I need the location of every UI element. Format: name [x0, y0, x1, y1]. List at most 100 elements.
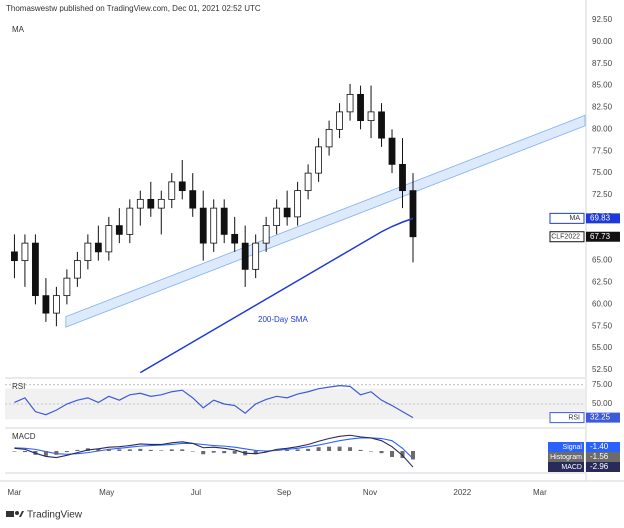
badge-name: Signal — [563, 444, 583, 451]
badge-value: -1.40 — [590, 442, 609, 451]
rsi-line — [14, 384, 414, 419]
histogram-bar — [379, 451, 384, 454]
histogram-bar — [222, 451, 227, 454]
histogram-bar — [316, 447, 321, 451]
badge-value: 67.73 — [590, 232, 611, 241]
y-tick-label: 75.00 — [592, 380, 613, 389]
histogram-bar — [22, 451, 27, 453]
histogram-bar — [138, 448, 143, 451]
y-tick-label: 87.50 — [592, 59, 613, 68]
value-badge: -1.56 — [586, 452, 620, 462]
histogram-bar — [369, 451, 374, 452]
histogram-bar — [285, 449, 290, 451]
candle-body — [11, 251, 18, 262]
badge-value: 69.83 — [590, 213, 611, 222]
histogram-bar — [295, 449, 300, 451]
badge-value-box — [586, 231, 620, 242]
histogram-bar — [274, 449, 279, 451]
histogram-bar — [64, 451, 69, 453]
candle-body — [304, 172, 312, 192]
badge-value: -2.96 — [590, 462, 609, 471]
brand-logo — [6, 511, 24, 517]
candle-body — [273, 207, 281, 227]
candle-body — [262, 225, 270, 244]
y-tick-label: 52.50 — [592, 365, 613, 374]
histogram-bar — [400, 451, 405, 459]
x-tick-label: May — [99, 488, 114, 497]
histogram-bar — [410, 451, 415, 460]
badge-value-box — [586, 412, 620, 423]
value-badge: RSI 32.25 — [549, 412, 620, 424]
badge-value-box — [586, 452, 620, 462]
histogram-bar — [54, 451, 59, 455]
brand: TradingView — [27, 510, 83, 521]
value-badge: -1.40 — [586, 442, 620, 452]
candle-body — [178, 181, 186, 192]
badge-name: MACD — [561, 464, 582, 471]
histogram-bar — [117, 449, 122, 451]
candle-body — [157, 198, 165, 209]
candle-body — [126, 207, 134, 235]
x-tick-label: Nov — [363, 488, 377, 497]
y-tick-label: 65.00 — [592, 256, 613, 265]
candle-body — [231, 233, 239, 244]
histogram-bar — [232, 451, 237, 454]
macd-line — [14, 434, 414, 468]
x-tick-label: Jul — [191, 488, 201, 497]
candle-body — [357, 93, 364, 122]
histogram-bar — [337, 446, 342, 451]
value-badge: -2.96 — [586, 462, 620, 472]
badge-name-box — [549, 412, 585, 424]
badge-value: 32.25 — [590, 413, 611, 422]
y-tick-label: 92.50 — [592, 15, 613, 24]
candle-body — [399, 163, 406, 192]
header: Thomaswestw published on TradingView.com… — [6, 4, 261, 13]
candle-body — [315, 146, 322, 174]
candle-body — [189, 190, 197, 209]
candle-body — [147, 198, 155, 209]
candle-body — [105, 225, 113, 253]
candle-body — [220, 207, 228, 235]
badge-name-box — [548, 462, 584, 472]
candle-body — [388, 137, 396, 165]
badge-name-box — [548, 442, 584, 452]
histogram-bar — [358, 449, 363, 451]
histogram-bar — [253, 451, 258, 455]
candle-body — [115, 225, 123, 235]
badge-name-box — [549, 231, 585, 243]
histogram-bar — [180, 449, 185, 451]
pane-title: MACD — [12, 432, 36, 441]
y-tick-label: 55.00 — [592, 343, 613, 352]
y-tick-label: 85.00 — [592, 81, 613, 90]
y-tick-label: 82.50 — [592, 103, 613, 112]
candle-body — [378, 111, 385, 139]
candle-body — [94, 242, 102, 253]
histogram-bar — [12, 451, 17, 452]
pane-title: RSI — [12, 382, 25, 391]
histogram-bar — [43, 451, 48, 456]
badge-name: Histogram — [550, 454, 582, 461]
x-tick-label: Mar — [8, 488, 22, 497]
y-tick-label: 62.50 — [592, 278, 613, 287]
candle-body — [294, 190, 302, 218]
x-tick-label: Mar — [533, 488, 547, 497]
histogram-bar — [327, 446, 332, 451]
candle-body — [52, 295, 60, 314]
candle-body — [168, 181, 176, 200]
candle-body — [409, 190, 417, 238]
candle-body — [252, 242, 260, 270]
candle-body — [325, 128, 333, 148]
histogram-bar — [190, 451, 195, 452]
histogram-bar — [348, 447, 353, 451]
annotation: 200-Day SMA — [258, 315, 308, 324]
histogram-bar — [390, 451, 395, 457]
histogram-bar — [96, 448, 101, 451]
badge-name: MA — [570, 215, 581, 222]
candle-body — [336, 111, 343, 130]
histogram-bar — [159, 450, 164, 451]
y-tick-label: 57.50 — [592, 321, 613, 330]
candle-body — [63, 277, 71, 297]
badge-value-box — [586, 442, 620, 452]
